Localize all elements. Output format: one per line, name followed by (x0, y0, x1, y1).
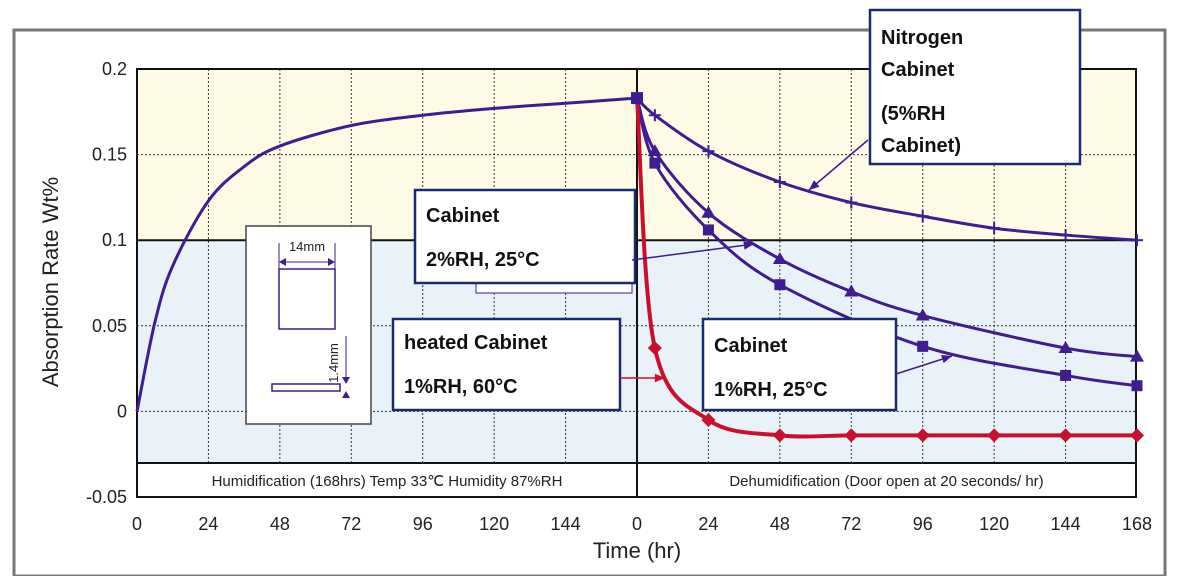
y-tick-label: 0.2 (102, 59, 127, 79)
annotation-text: (5%RH (881, 103, 945, 125)
x-tick-label: 0 (632, 514, 642, 534)
chart-frame (12, 28, 1167, 576)
square-marker (1060, 369, 1072, 381)
annotation-box (391, 317, 622, 412)
x-tick-label: 72 (841, 514, 861, 534)
y-tick-label: -0.05 (86, 487, 127, 507)
annotation-cabinet-2rh: Cabinet 2%RH, 25°C (413, 188, 637, 285)
plus-marker (773, 175, 786, 188)
plus-marker (916, 210, 929, 223)
plus-marker (648, 109, 661, 122)
triangle-marker (1130, 349, 1144, 362)
x-tick-label: 120 (979, 514, 1009, 534)
annotation-text: Cabinet (714, 335, 788, 357)
x-tick-label: 24 (698, 514, 718, 534)
diamond-marker (647, 341, 662, 356)
x-tick-label: 48 (770, 514, 790, 534)
thickness-label: 1.4mm (326, 343, 341, 383)
specimen-side-view (271, 383, 341, 392)
annotation-box (413, 188, 637, 285)
series-square (635, 97, 1143, 392)
annotation-cabinet-1rh: Cabinet 1%RH, 25°C (701, 317, 898, 412)
dehumidification-label: Dehumidification (Door open at 20 second… (729, 473, 1043, 490)
x-tick-label: 0 (132, 514, 142, 534)
x-tick-label: 168 (1122, 514, 1152, 534)
peak-marker (631, 92, 643, 105)
annotation-box (868, 8, 1082, 166)
triangle-marker (701, 205, 716, 218)
plus-marker (845, 196, 858, 209)
x-tick-label: 96 (413, 514, 433, 534)
annotation-text: heated Cabinet (404, 332, 548, 354)
y-axis-title: Absorption Rate Wt% (38, 177, 63, 387)
triangle-marker (1058, 341, 1073, 354)
diamond-marker (844, 428, 859, 443)
arrow-cabinet-1rh (895, 355, 953, 375)
x-tick-label: 144 (1051, 514, 1081, 534)
specimen-top-view (278, 268, 336, 330)
square-marker (774, 279, 786, 291)
square-marker (1131, 380, 1143, 392)
triangle-marker (915, 308, 930, 321)
square-marker (702, 224, 714, 236)
series-line (635, 97, 1138, 359)
square-marker (917, 340, 929, 352)
x-axis-title: Time (hr) (593, 538, 681, 563)
specimen-inset (245, 225, 372, 425)
diamond-marker (701, 412, 716, 427)
diamond-marker (772, 428, 787, 443)
annotation-text: Cabinet) (881, 135, 961, 157)
humidification-curve (135, 96, 638, 412)
plus-marker (702, 145, 715, 158)
triangle-marker (772, 252, 787, 265)
annotation-text: Nitrogen (881, 27, 963, 49)
width-label: 14mm (289, 239, 325, 254)
y-tick-label: 0.05 (92, 316, 127, 336)
annotation-box (701, 317, 898, 412)
series-diamond (635, 97, 1144, 443)
annotation-heated-cabinet: heated Cabinet 1%RH, 60°C (391, 317, 622, 412)
diamond-marker (915, 428, 930, 443)
y-tick-label: 0 (117, 401, 127, 421)
x-tick-label: 96 (913, 514, 933, 534)
x-tick-label: 120 (479, 514, 509, 534)
x-tick-label: 48 (270, 514, 290, 534)
diamond-marker (1058, 428, 1073, 443)
diamond-marker (1130, 428, 1144, 443)
y-tick-label: 0.1 (102, 230, 127, 250)
series-triangle (635, 97, 1144, 362)
annotation-nitrogen-cabinet: Nitrogen Cabinet (5%RH Cabinet) (868, 8, 1082, 166)
annotation-text: Cabinet (426, 205, 500, 227)
annotation-text: 2%RH, 25°C (426, 249, 540, 271)
arrow-cabinet-2rh (631, 241, 755, 261)
annotation-text: Cabinet (881, 59, 955, 81)
x-tick-label: 144 (551, 514, 581, 534)
diamond-marker (987, 428, 1002, 443)
arrow-heated-cabinet (620, 373, 665, 383)
humidification-label: Humidification (168hrs) Temp 33℃ Humidit… (212, 473, 563, 490)
annotation-text: 1%RH, 60°C (404, 376, 518, 398)
square-marker (649, 157, 661, 169)
arrow-nitrogen (808, 139, 869, 191)
x-tick-label: 24 (198, 514, 218, 534)
series-plus (635, 97, 1143, 247)
annotation-text: 1%RH, 25°C (714, 379, 828, 401)
plus-marker (988, 222, 1001, 235)
series-line (635, 97, 1137, 439)
triangle-marker (844, 284, 859, 297)
x-tick-label: 72 (341, 514, 361, 534)
plus-marker (1131, 234, 1143, 247)
plus-marker (1059, 229, 1072, 242)
y-tick-label: 0.15 (92, 145, 127, 165)
